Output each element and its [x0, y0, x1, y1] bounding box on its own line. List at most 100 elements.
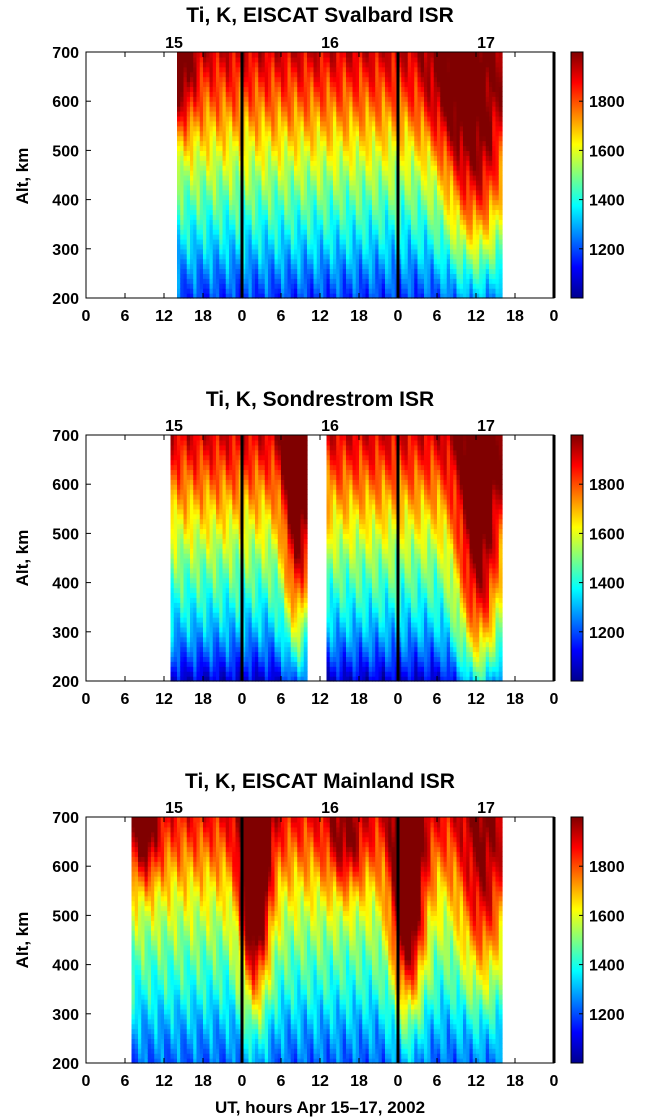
heatmap-cell: [472, 155, 477, 161]
heatmap-cell: [495, 273, 500, 279]
heatmap-cell: [495, 184, 500, 191]
heatmap-cell: [378, 140, 383, 147]
heatmap-cell: [268, 179, 272, 186]
heatmap-cell: [424, 273, 428, 279]
heatmap-cell: [290, 288, 295, 294]
heatmap-cell: [381, 140, 386, 147]
heatmap-cell: [307, 52, 311, 58]
heatmap-cell: [424, 61, 428, 68]
heatmap-cell: [193, 150, 198, 156]
heatmap-cell: [251, 150, 256, 156]
heatmap-cell: [333, 115, 337, 122]
heatmap-cell: [479, 273, 484, 279]
heatmap-cell: [498, 86, 503, 92]
heatmap-cell: [323, 283, 328, 289]
heatmap-cell: [365, 106, 370, 112]
heatmap-cell: [342, 268, 347, 274]
heatmap-cell: [459, 283, 464, 289]
heatmap-cell: [297, 96, 302, 102]
heatmap-cell: [398, 283, 402, 289]
heatmap-cell: [349, 194, 354, 201]
heatmap-cell: [177, 268, 181, 274]
heatmap-cell: [407, 86, 412, 92]
heatmap-cell: [196, 150, 201, 156]
heatmap-cell: [443, 278, 448, 284]
heatmap-cell: [180, 155, 185, 161]
heatmap-cell: [459, 175, 464, 181]
heatmap-cell: [222, 204, 227, 211]
heatmap-cell: [362, 219, 367, 225]
heatmap-cell: [498, 209, 503, 215]
heatmap-cell: [372, 268, 376, 274]
heatmap-cell: [274, 96, 279, 102]
heatmap-cell: [456, 283, 461, 289]
heatmap-cell: [443, 120, 448, 127]
heatmap-cell: [203, 130, 207, 137]
heatmap-cell: [316, 229, 321, 235]
heatmap-cell: [398, 56, 402, 63]
heatmap-cell: [251, 184, 256, 191]
heatmap-cell: [287, 91, 292, 97]
heatmap-cell: [222, 111, 227, 117]
heatmap-cell: [186, 273, 191, 279]
heatmap-cell: [329, 140, 334, 147]
heatmap-cell: [450, 150, 454, 156]
heatmap-cell: [258, 125, 263, 132]
heatmap-cell: [284, 229, 289, 235]
heatmap-cell: [479, 214, 484, 220]
heatmap-cell: [404, 111, 409, 117]
heatmap-cell: [206, 219, 211, 225]
heatmap-cell: [333, 76, 337, 83]
heatmap-cell: [261, 273, 266, 279]
heatmap-cell: [479, 155, 484, 161]
heatmap-cell: [437, 81, 441, 88]
heatmap-cell: [440, 263, 445, 270]
heatmap-cell: [437, 184, 441, 191]
heatmap-cell: [492, 268, 497, 274]
heatmap-cell: [437, 224, 441, 230]
heatmap-cell: [368, 81, 373, 88]
heatmap-cell: [290, 268, 295, 274]
heatmap-cell: [456, 194, 461, 201]
heatmap-cell: [427, 135, 432, 142]
heatmap-cell: [479, 130, 484, 137]
heatmap-cell: [372, 106, 376, 112]
heatmap-cell: [398, 160, 402, 166]
heatmap-cell: [440, 52, 445, 58]
heatmap-cell: [193, 189, 198, 196]
heatmap-cell: [212, 101, 217, 107]
heatmap-cell: [420, 224, 425, 230]
heatmap-cell: [424, 150, 428, 156]
heatmap-cell: [277, 238, 282, 245]
heatmap-cell: [245, 199, 250, 206]
heatmap-cell: [433, 86, 438, 92]
heatmap-cell: [485, 278, 490, 284]
heatmap-cell: [368, 56, 373, 63]
heatmap-cell: [183, 273, 188, 279]
heatmap-cell: [485, 120, 490, 127]
heatmap-cell: [381, 214, 386, 220]
heatmap-cell: [180, 209, 185, 215]
heatmap-cell: [212, 258, 217, 265]
heatmap-cell: [365, 253, 370, 260]
heatmap-cell: [440, 135, 445, 142]
heatmap-cell: [342, 293, 347, 299]
heatmap-cell: [333, 160, 337, 166]
heatmap-cell: [489, 268, 493, 274]
heatmap-cell: [196, 170, 201, 176]
heatmap-cell: [209, 81, 214, 88]
heatmap-cell: [391, 209, 396, 215]
heatmap-cell: [391, 179, 396, 186]
heatmap-cell: [199, 293, 204, 299]
heatmap-cell: [349, 224, 354, 230]
heatmap-cell: [368, 243, 373, 250]
heatmap-cell: [336, 81, 341, 88]
heatmap-cell: [411, 273, 415, 279]
heatmap-cell: [375, 150, 380, 156]
heatmap-cell: [479, 120, 484, 127]
heatmap-cell: [258, 155, 263, 161]
heatmap-cell: [472, 179, 477, 186]
heatmap-cell: [342, 219, 347, 225]
heatmap-cell: [346, 150, 350, 156]
heatmap-cell: [199, 268, 204, 274]
